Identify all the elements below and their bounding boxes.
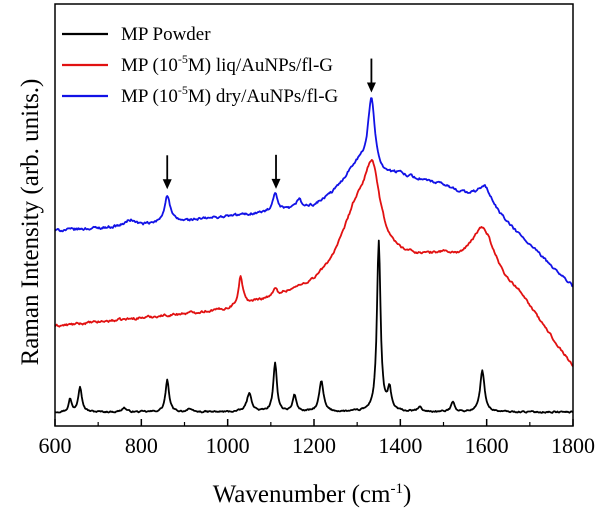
x-tick-label: 1800 <box>551 433 595 458</box>
series-line-2 <box>54 159 574 367</box>
x-tick-label: 1200 <box>292 433 336 458</box>
peak-arrow <box>162 155 172 190</box>
x-tick-label: 1600 <box>465 433 509 458</box>
annotation-layer <box>162 58 376 190</box>
series-line-3 <box>54 97 574 288</box>
x-axis-title-end: ) <box>403 481 411 508</box>
x-tick-label: 800 <box>125 433 158 458</box>
x-axis-title: Wavenumber (cm-1) <box>213 481 412 508</box>
peak-arrow <box>271 154 281 189</box>
x-axis-title-superscript: -1 <box>390 481 403 497</box>
x-tick-label: 1400 <box>378 433 422 458</box>
legend-label-2: MP (10-5M) liq/AuNPs/fl-G <box>121 52 333 76</box>
legend-label-part: MP (10 <box>121 86 178 107</box>
legend-label-3: MP (10-5M) dry/AuNPs/fl-G <box>121 83 339 107</box>
legend-label-part: M) liq/AuNPs/fl-G <box>188 55 333 76</box>
legend-label-part: MP Powder <box>121 24 211 45</box>
legend-label-part: MP (10 <box>121 55 178 76</box>
legend-label-part: -5 <box>178 83 188 97</box>
series-layer <box>54 97 574 414</box>
x-tick-layer: 600 800 1000 1200 1400 1600 1800 <box>39 419 595 458</box>
x-axis-title-main: Wavenumber (cm <box>213 481 391 508</box>
legend-label-1: MP Powder <box>121 24 211 45</box>
x-tick-label: 1000 <box>206 433 250 458</box>
legend-label-part: M) dry/AuNPs/fl-G <box>188 86 339 107</box>
series-line-1 <box>54 239 574 414</box>
y-axis-title: Raman Intensity (arb. units.) <box>17 79 44 366</box>
legend-label-part: -5 <box>178 52 188 66</box>
x-tick-label: 600 <box>39 433 72 458</box>
peak-arrow <box>366 58 376 93</box>
